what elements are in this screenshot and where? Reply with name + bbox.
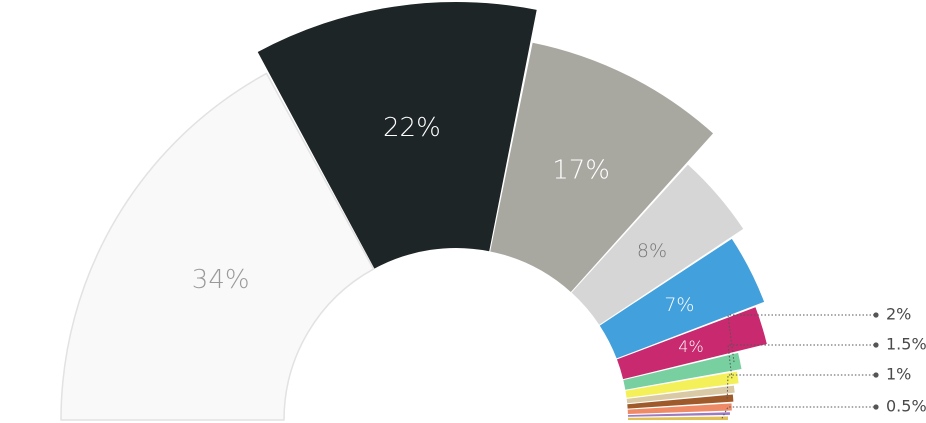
- slice-label-6: 4%: [678, 337, 703, 356]
- slice-12: [627, 412, 730, 417]
- callout-label-10: 1%: [886, 365, 911, 384]
- slice-13: [627, 416, 728, 420]
- callout-dot-13: [873, 404, 879, 410]
- slice-4: [571, 164, 744, 325]
- slice-label-3: 17%: [552, 156, 610, 186]
- labels-layer: 34% 22% 17% 8% 7% 4%: [192, 113, 704, 356]
- callout-line-8: [727, 344, 876, 379]
- slices-layer: [60, 1, 767, 421]
- callout-line-13: [721, 406, 876, 419]
- slice-2: [257, 1, 537, 269]
- callout-dot-8: [873, 342, 879, 348]
- slice-1: [60, 72, 375, 421]
- slice-label-5: 7%: [664, 294, 694, 316]
- callout-label-13: 0.5%: [886, 397, 926, 416]
- slice-7: [623, 352, 742, 390]
- slice-label-2: 22%: [383, 113, 441, 143]
- slice-label-1: 34%: [192, 265, 250, 295]
- callout-dot-7: [873, 312, 879, 318]
- slice-9: [626, 385, 735, 404]
- slice-10: [627, 394, 734, 409]
- callout-dot-10: [873, 372, 879, 378]
- callout-label-8: 1.5%: [886, 335, 926, 354]
- slice-8: [625, 371, 739, 398]
- callout-line-10: [726, 374, 876, 399]
- slice-11: [627, 403, 732, 415]
- slice-label-4: 8%: [637, 240, 667, 262]
- slice-6: [616, 307, 767, 380]
- slice-3: [490, 42, 714, 292]
- slice-5: [599, 238, 765, 359]
- callouts-layer: 2% 1.5% 1% 0.5%: [721, 305, 926, 419]
- callout-label-7: 2%: [886, 305, 911, 324]
